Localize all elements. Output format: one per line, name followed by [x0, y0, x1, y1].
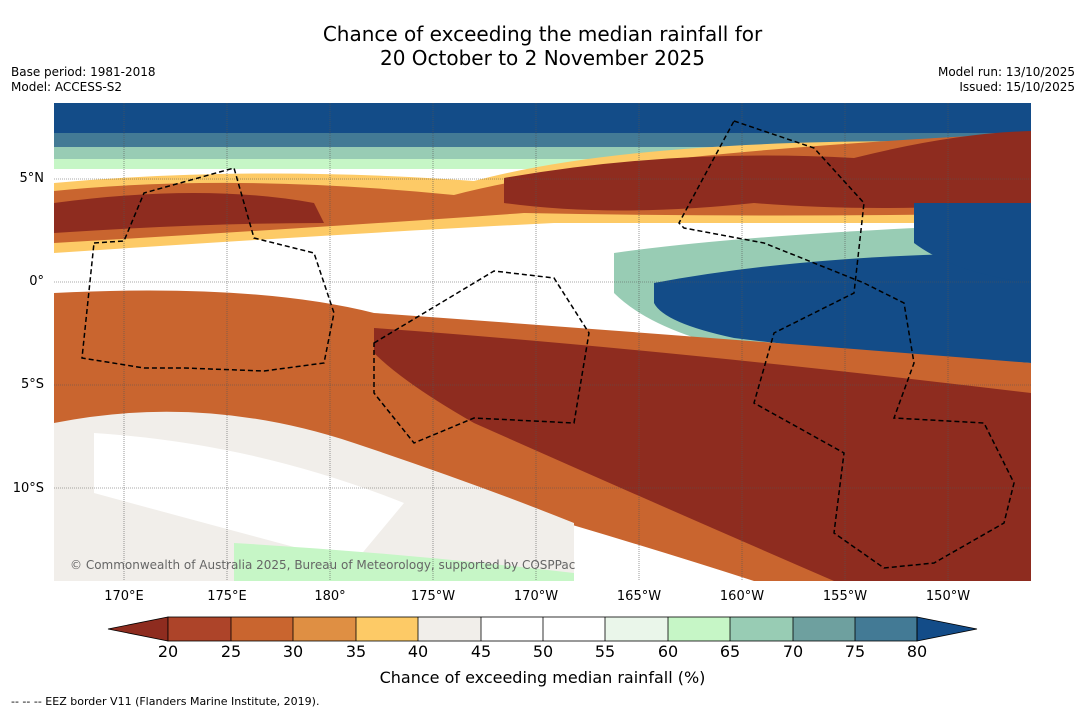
lon-tick-150w: 150°W	[925, 589, 971, 604]
cbar-tick-55: 55	[594, 642, 616, 661]
colorbar-label: Chance of exceeding median rainfall (%)	[379, 668, 706, 687]
dry-band-north-deep-2	[504, 131, 1031, 211]
cbar-seg-60	[668, 617, 730, 641]
eez-footer-note: -- -- -- EEZ border V11 (Flanders Marine…	[11, 695, 320, 708]
issued-date: Issued: 15/10/2025	[959, 80, 1075, 94]
lat-tick-10s: 10°S	[12, 481, 44, 496]
lat-tick-5n: 5°N	[19, 171, 45, 186]
cbar-dividers	[230, 617, 856, 641]
lon-tick-175w: 175°W	[410, 589, 456, 604]
grid-lines	[54, 103, 1031, 581]
meta-right: Model run: 13/10/2025 Issued: 15/10/2025	[938, 65, 1075, 95]
title-line-2: 20 October to 2 November 2025	[379, 46, 706, 70]
cbar-tick-65: 65	[719, 642, 741, 661]
cbar-tick-50: 50	[532, 642, 554, 661]
eez-line-islands	[678, 120, 1015, 569]
cbar-high-arrow	[916, 616, 978, 642]
cbar-tick-80: 80	[906, 642, 928, 661]
model-name: Model: ACCESS-S2	[11, 80, 123, 94]
cbar-seg-30	[293, 617, 356, 641]
cbar-low-arrow	[107, 616, 169, 642]
eez-kiribati-gilberts	[81, 167, 335, 372]
lon-tick-170w: 170°W	[513, 589, 559, 604]
cbar-seg-40	[418, 617, 481, 641]
base-period: Base period: 1981-2018	[11, 65, 156, 79]
lat-tick-0: 0°	[29, 274, 44, 289]
lon-tick-175e: 175°E	[207, 589, 247, 604]
cbar-tick-35: 35	[345, 642, 367, 661]
dry-band-north-deep	[54, 193, 324, 233]
cbar-seg-25	[231, 617, 293, 641]
rainfall-map	[54, 103, 1031, 581]
cbar-seg-65	[730, 617, 793, 641]
cbar-seg-35	[356, 617, 418, 641]
cbar-tick-20: 20	[157, 642, 179, 661]
cbar-tick-70: 70	[782, 642, 804, 661]
title-line-1: Chance of exceeding the median rainfall …	[322, 22, 763, 46]
eez-phoenix	[373, 270, 590, 444]
cbar-tick-45: 45	[470, 642, 492, 661]
cbar-seg-50	[543, 617, 605, 641]
cbar-seg-20	[168, 617, 231, 641]
cbar-tick-25: 25	[220, 642, 242, 661]
lon-tick-170e: 170°E	[104, 589, 144, 604]
southwest-white	[94, 433, 404, 563]
copyright-notice: © Commonwealth of Australia 2025, Bureau…	[70, 558, 576, 572]
cbar-frame	[167, 616, 918, 642]
map-title: Chance of exceeding the median rainfall …	[0, 22, 1085, 70]
southwest-green	[234, 543, 574, 581]
wet-band-equator-blue	[654, 253, 1031, 363]
cbar-seg-55	[605, 617, 668, 641]
lon-tick-165w: 165°W	[616, 589, 662, 604]
cbar-tick-75: 75	[844, 642, 866, 661]
cbar-seg-75	[855, 617, 917, 641]
meta-left: Base period: 1981-2018 Model: ACCESS-S2	[11, 65, 156, 95]
cbar-tick-60: 60	[657, 642, 679, 661]
dry-band-south-deep	[374, 328, 1031, 581]
model-run: Model run: 13/10/2025	[937, 65, 1075, 79]
lon-tick-180: 180°	[314, 589, 346, 604]
cbar-seg-70	[793, 617, 855, 641]
lat-tick-5s: 5°S	[20, 377, 44, 392]
lon-tick-160w: 160°W	[719, 589, 765, 604]
wet-band-east-blue	[914, 203, 1031, 283]
eez-borders	[81, 120, 1015, 569]
cbar-tick-40: 40	[407, 642, 429, 661]
cbar-tick-30: 30	[282, 642, 304, 661]
lon-tick-155w: 155°W	[822, 589, 868, 604]
cbar-seg-45	[481, 617, 543, 641]
colorbar	[107, 616, 978, 642]
